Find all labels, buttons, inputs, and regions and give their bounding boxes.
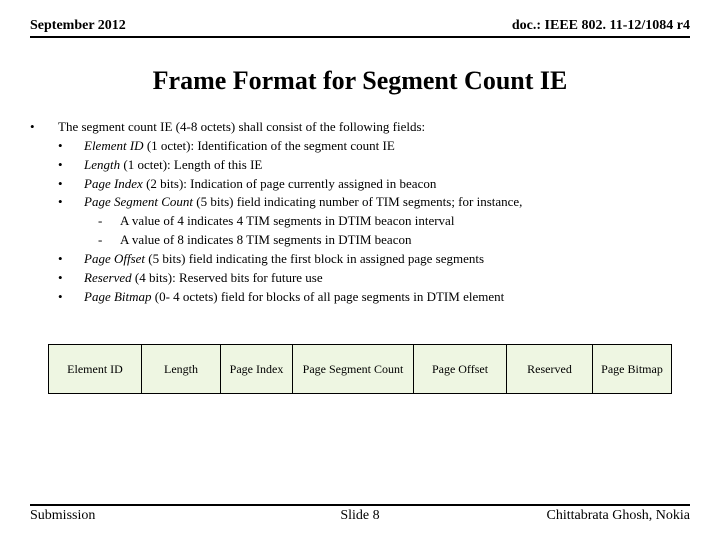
list-item-text: Reserved (4 bits): Reserved bits for fut… [84,269,323,288]
list-item-text: Page Segment Count (5 bits) field indica… [84,193,522,212]
intro-row: • The segment count IE (4-8 octets) shal… [30,118,690,137]
content: • The segment count IE (4-8 octets) shal… [30,118,690,306]
bullet-lvl3: - [98,231,120,250]
list-item-text: Element ID (1 octet): Identification of … [84,137,395,156]
field-desc: (4 bits): Reserved bits for future use [132,270,323,285]
field-term: Length [84,157,120,172]
field-term: Page Offset [84,251,145,266]
field-desc: (2 bits): Indication of page currently a… [143,176,437,191]
list-item: •Page Offset (5 bits) field indicating t… [58,250,690,269]
diagram-cell: Page Offset [414,344,507,394]
diagram-cell: Reserved [507,344,593,394]
field-term: Page Index [84,176,143,191]
sub-list-item: -A value of 4 indicates 4 TIM segments i… [98,212,690,231]
diagram-cell: Page Bitmap [593,344,672,394]
diagram-container: Element IDLengthPage IndexPage Segment C… [48,344,672,394]
sub-item-text: A value of 8 indicates 8 TIM segments in… [120,231,411,250]
header-doc: doc.: IEEE 802. 11-12/1084 r4 [512,18,690,34]
diagram-cell: Page Index [221,344,293,394]
bullet-lvl2: • [58,175,84,194]
field-term: Element ID [84,138,144,153]
header: September 2012 doc.: IEEE 802. 11-12/108… [30,0,690,38]
bullet-lvl2: • [58,250,84,269]
bullet-lvl2: • [58,156,84,175]
diagram-cell: Element ID [48,344,142,394]
footer-rule [30,504,690,506]
header-date: September 2012 [30,18,126,34]
diagram-cell: Page Segment Count [293,344,414,394]
intro-text: The segment count IE (4-8 octets) shall … [58,118,425,137]
sub-list-item: -A value of 8 indicates 8 TIM segments i… [98,231,690,250]
field-term: Page Segment Count [84,194,193,209]
bullet-lvl1: • [30,118,58,137]
field-desc: (0- 4 octets) field for blocks of all pa… [152,289,505,304]
list-item: •Length (1 octet): Length of this IE [58,156,690,175]
sub-item-text: A value of 4 indicates 4 TIM segments in… [120,212,454,231]
header-rule [30,36,690,38]
field-desc: (1 octet): Length of this IE [120,157,262,172]
field-desc: (5 bits) field indicating number of TIM … [193,194,522,209]
list-item: •Page Segment Count (5 bits) field indic… [58,193,690,212]
list-item: •Page Index (2 bits): Indication of page… [58,175,690,194]
bullet-lvl2: • [58,193,84,212]
list-item: •Reserved (4 bits): Reserved bits for fu… [58,269,690,288]
diagram-cell: Length [142,344,221,394]
list-item-text: Page Offset (5 bits) field indicating th… [84,250,484,269]
field-desc: (1 octet): Identification of the segment… [144,138,395,153]
footer: Submission Slide 8 Chittabrata Ghosh, No… [30,504,690,524]
bullet-lvl2: • [58,288,84,307]
bullet-lvl2: • [58,269,84,288]
list-item: •Page Bitmap (0- 4 octets) field for blo… [58,288,690,307]
bullet-lvl2: • [58,137,84,156]
field-term: Reserved [84,270,132,285]
field-desc: (5 bits) field indicating the first bloc… [145,251,484,266]
footer-center: Slide 8 [30,508,690,524]
list-item-text: Page Bitmap (0- 4 octets) field for bloc… [84,288,504,307]
page-title: Frame Format for Segment Count IE [0,66,720,96]
field-term: Page Bitmap [84,289,152,304]
list-item-text: Length (1 octet): Length of this IE [84,156,262,175]
list-item-text: Page Index (2 bits): Indication of page … [84,175,436,194]
bullet-lvl3: - [98,212,120,231]
list-item: •Element ID (1 octet): Identification of… [58,137,690,156]
frame-diagram: Element IDLengthPage IndexPage Segment C… [48,344,672,394]
